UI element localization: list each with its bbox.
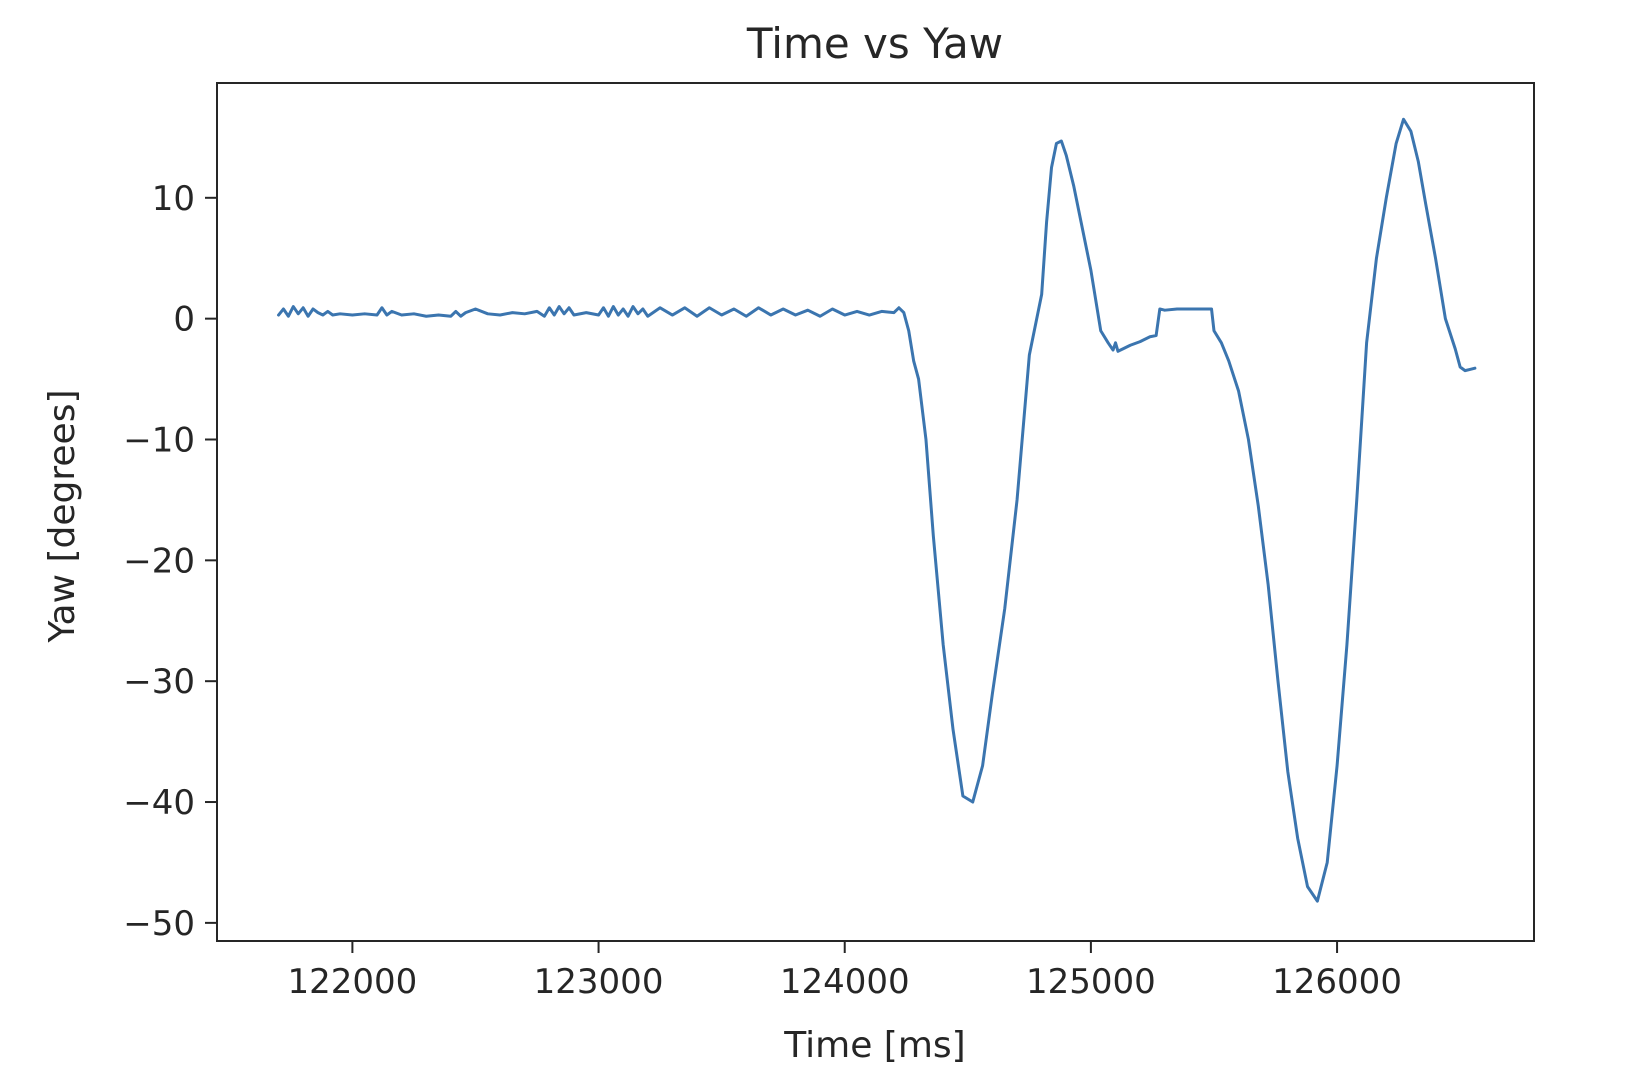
series-line-yaw <box>277 117 1477 903</box>
y-axis-label: Yaw [degrees] <box>42 390 83 644</box>
y-tick-label: −50 <box>123 904 195 944</box>
y-tick-label: 10 <box>152 179 195 219</box>
y-tick-label: −20 <box>123 541 195 581</box>
x-tick-label: 126000 <box>1272 962 1402 1002</box>
axes-frame <box>216 82 1535 942</box>
x-tick-label: 122000 <box>287 962 417 1002</box>
x-axis-ticks: 122000 123000 124000 125000 126000 <box>287 941 1402 1002</box>
x-axis-label: Time [ms] <box>783 1025 965 1066</box>
x-tick-label: 125000 <box>1026 962 1156 1002</box>
y-tick-label: 0 <box>173 300 195 340</box>
chart-title: Time vs Yaw <box>746 19 1003 68</box>
y-axis-ticks: 10 0 −10 −20 −30 −40 −50 <box>123 179 217 944</box>
plot-area <box>216 82 1535 942</box>
x-tick-label: 123000 <box>534 962 664 1002</box>
y-tick-label: −30 <box>123 662 195 702</box>
y-tick-label: −10 <box>123 420 195 460</box>
x-tick-label: 124000 <box>780 962 910 1002</box>
y-tick-label: −40 <box>123 783 195 823</box>
